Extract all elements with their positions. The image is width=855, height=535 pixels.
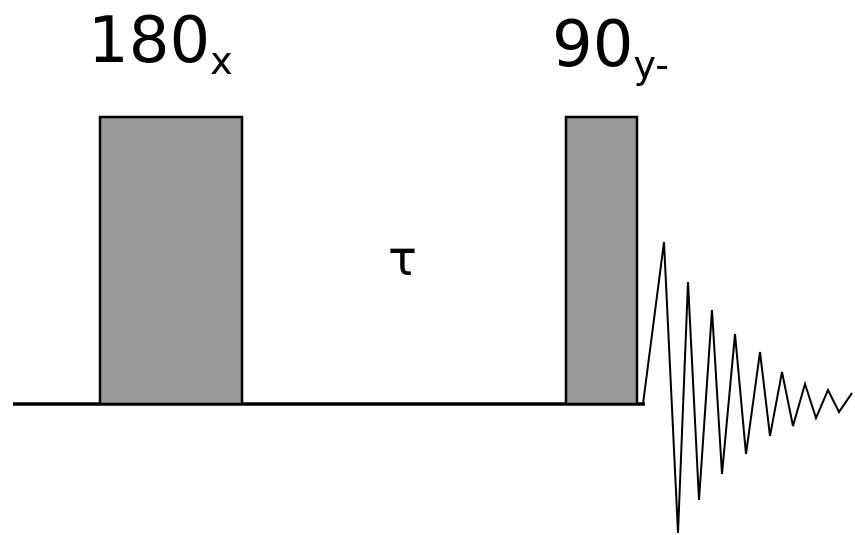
pulse-180-phase: x [210,39,233,83]
pulse-180-label: 180x [88,4,233,83]
fid-signal [642,241,853,534]
pulse-90-angle: 90 [552,8,633,82]
pulse-180-block [98,115,244,406]
pulse-90-phase: y- [633,43,669,87]
pulse-90-block [564,115,639,406]
pulse-180-angle: 180 [88,4,210,78]
pulse-90-label: 90y- [552,8,669,87]
delay-tau-label: τ [388,231,417,287]
